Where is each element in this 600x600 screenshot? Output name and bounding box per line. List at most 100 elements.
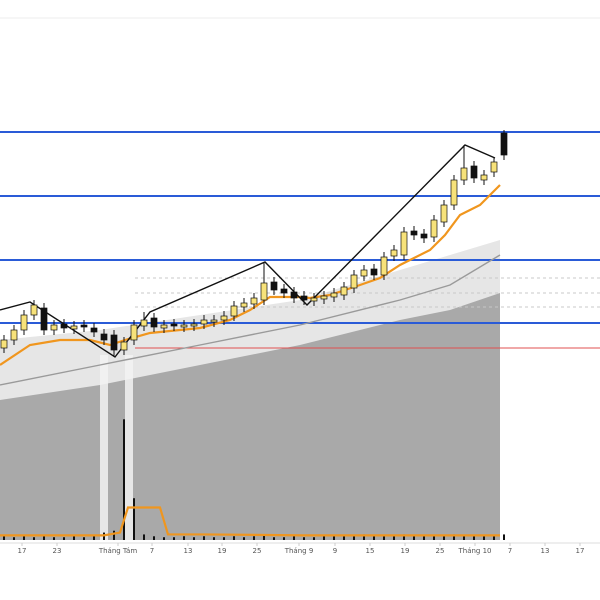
candle-body [370, 268, 378, 276]
candle-body [380, 256, 388, 276]
volume-bar [373, 536, 375, 540]
volume-bar [43, 536, 45, 540]
x-tick-label: 7 [508, 547, 512, 555]
volume-bar [293, 536, 295, 540]
x-tick-label: 9 [333, 547, 337, 555]
volume-bar [93, 536, 95, 540]
x-tick-label: Tháng Tám [98, 547, 138, 555]
volume-bar [113, 530, 115, 540]
volume-bar [413, 536, 415, 540]
x-tick-label: 25 [436, 547, 445, 555]
candle-body [460, 167, 468, 181]
candle-body [170, 323, 178, 327]
candle-body [350, 274, 358, 289]
volume-bar [313, 537, 315, 540]
candle-body [240, 302, 248, 308]
candle-body [10, 329, 18, 341]
candle-body [340, 286, 348, 296]
candle-body [270, 281, 278, 291]
candle-body [180, 324, 188, 328]
candle-body [60, 323, 68, 329]
volume-bar [213, 537, 215, 540]
x-tick-label: 7 [150, 547, 154, 555]
x-tick-label: 25 [253, 547, 262, 555]
volume-bar [23, 535, 25, 540]
candle-body [330, 292, 338, 298]
candle-body [220, 315, 228, 321]
volume-bar [253, 536, 255, 540]
volume-bar [493, 536, 495, 540]
candle-body [200, 319, 208, 325]
volume-bar [123, 419, 125, 540]
candle-body [150, 317, 158, 328]
x-tick-label: 13 [541, 547, 550, 555]
candle-body [90, 327, 98, 333]
candle-body [490, 161, 498, 173]
candle-body [360, 269, 368, 277]
volume-bar [153, 536, 155, 540]
x-tick-label: 19 [401, 547, 410, 555]
x-tick-label: Tháng 9 [284, 547, 314, 555]
x-tick-label: 23 [53, 547, 62, 555]
volume-bar [243, 537, 245, 540]
candle-body [210, 319, 218, 323]
volume-bar [503, 534, 505, 540]
volume-bar [393, 536, 395, 540]
volume-bar [33, 537, 35, 540]
volume-bar [353, 536, 355, 540]
candle-body [160, 324, 168, 329]
volume-bar [483, 535, 485, 540]
candle-body [290, 291, 298, 299]
volume-bar [363, 534, 365, 540]
volume-bar [423, 535, 425, 540]
x-tick-label: Tháng 10 [457, 547, 491, 555]
volume-bar [173, 537, 175, 540]
volume-bar [143, 534, 145, 540]
candle-body [20, 314, 28, 331]
volume-bar [133, 498, 135, 540]
candle-body [280, 288, 288, 294]
volume-bar [273, 537, 275, 540]
volume-bar [203, 536, 205, 540]
indicator-line [0, 254, 501, 386]
volume-bar [63, 537, 65, 540]
candle-body [430, 219, 438, 238]
candle-body [140, 319, 148, 327]
volume-bar [53, 537, 55, 540]
candle-body [260, 282, 268, 301]
x-tick-label: 17 [576, 547, 585, 555]
volume-bar [403, 534, 405, 540]
volume-bar [223, 537, 225, 540]
candle-body [440, 204, 448, 223]
volume-bar [343, 535, 345, 540]
candle-body [0, 339, 8, 349]
volume-bar [183, 536, 185, 540]
candle-body [300, 295, 308, 301]
candle-body [250, 297, 258, 305]
candle-body [320, 295, 328, 300]
volume-ma [0, 506, 500, 537]
candle-body [310, 297, 318, 302]
candle-body [410, 230, 418, 236]
volume-bar [3, 536, 5, 540]
candle-body [400, 231, 408, 256]
x-tick-label: 15 [366, 547, 375, 555]
candle-body [110, 334, 118, 351]
candle-body [70, 325, 78, 330]
candle-body [120, 341, 128, 351]
x-tick-label: 19 [218, 547, 227, 555]
candle-body [30, 304, 38, 316]
volume-bar [473, 536, 475, 540]
candle-body [190, 323, 198, 327]
volume-bar [333, 536, 335, 540]
indicator-line [0, 184, 501, 366]
volume-bar [283, 537, 285, 540]
highlight-column [100, 355, 108, 540]
volume-bar [73, 536, 75, 540]
volume-bar [13, 537, 15, 540]
candle-body [450, 179, 458, 206]
volume-bar [233, 536, 235, 540]
candle-body [130, 324, 138, 341]
volume-bar [303, 537, 305, 540]
